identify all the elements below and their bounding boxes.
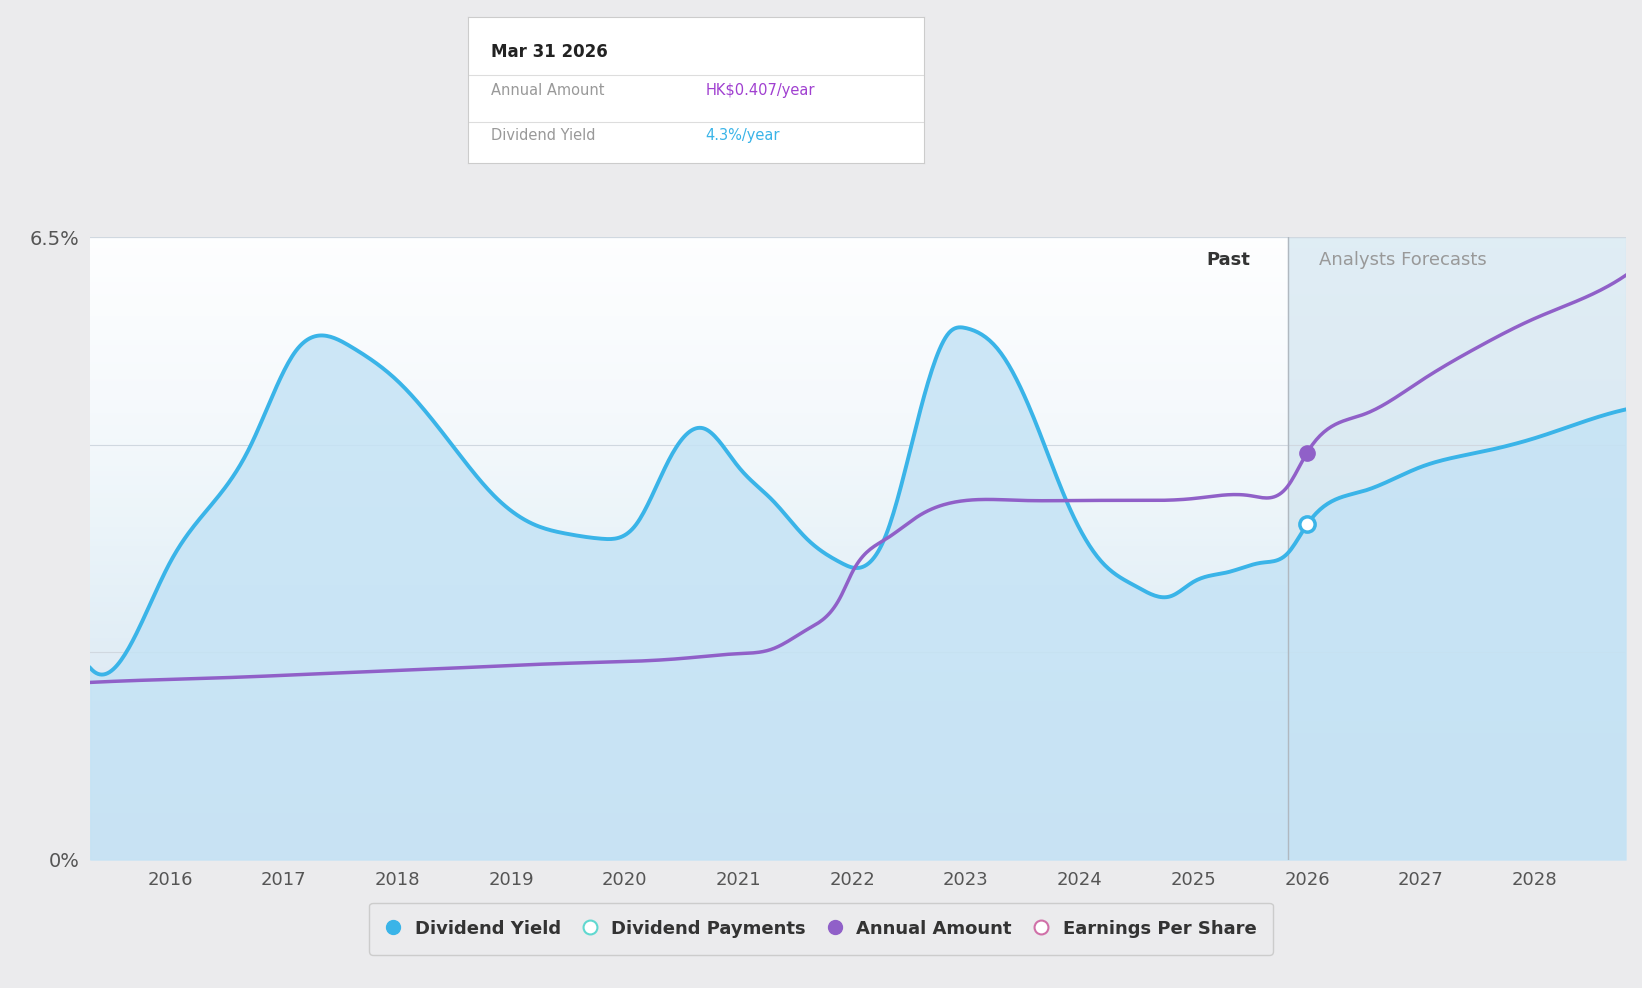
Text: Analysts Forecasts: Analysts Forecasts xyxy=(1319,251,1486,269)
Text: HK$0.407/year: HK$0.407/year xyxy=(706,83,814,98)
Text: Dividend Yield: Dividend Yield xyxy=(491,127,596,143)
Text: 4.3%/year: 4.3%/year xyxy=(706,127,780,143)
Text: Annual Amount: Annual Amount xyxy=(491,83,604,98)
Bar xyxy=(1287,237,1626,860)
Legend: Dividend Yield, Dividend Payments, Annual Amount, Earnings Per Share: Dividend Yield, Dividend Payments, Annua… xyxy=(369,903,1273,954)
Text: Mar 31 2026: Mar 31 2026 xyxy=(491,43,608,61)
Text: Past: Past xyxy=(1207,251,1250,269)
